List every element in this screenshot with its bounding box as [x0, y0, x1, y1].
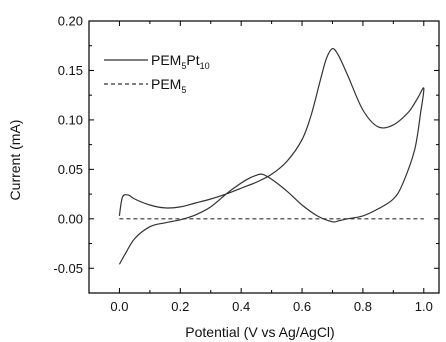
y-tick-label: 0.10: [58, 112, 83, 127]
y-tick-label: 0.15: [58, 63, 83, 78]
legend-label-pem5pt10: PEM5Pt10: [151, 52, 210, 71]
x-tick-label: 0.0: [110, 299, 128, 314]
y-tick-label: 0.05: [58, 162, 83, 177]
series-layer: [118, 48, 425, 265]
series-line-pem5pt10: [118, 48, 425, 265]
plot-border: [88, 20, 440, 294]
legend: PEM5Pt10 PEM5: [104, 52, 210, 95]
x-tick-label: 0.8: [354, 299, 372, 314]
x-axis-title: Potential (V vs Ag/AgCl): [185, 324, 334, 340]
y-tick-label: 0.00: [58, 211, 83, 226]
y-axis-title: Current (mA): [7, 120, 23, 201]
x-tick-label: 0.4: [232, 299, 250, 314]
x-tick-label: 0.6: [293, 299, 311, 314]
legend-label-pem5: PEM5: [151, 76, 186, 95]
axis-ticks: [89, 20, 439, 293]
tick-labels: 0.0 0.2 0.4 0.6 0.8 1.0 -0.05 0.00 0.05 0.10 0.15 0…: [53, 14, 432, 315]
x-tick-label: 0.2: [171, 299, 189, 314]
x-tick-label: 1.0: [415, 299, 433, 314]
y-tick-label: 0.20: [58, 14, 83, 29]
y-tick-label: -0.05: [53, 261, 83, 276]
plot-frame: [88, 20, 440, 294]
